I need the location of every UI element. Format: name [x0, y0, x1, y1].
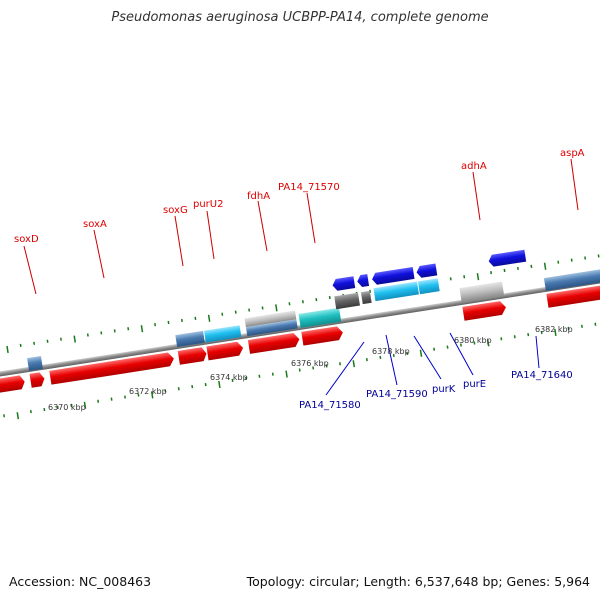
gene-arrow-reverse-1[interactable] [332, 276, 356, 291]
gene-label-soxD[interactable]: soxD [14, 234, 39, 245]
gene-label-purE[interactable]: purE [463, 379, 486, 390]
gene-arrow-purE[interactable] [416, 263, 438, 278]
major-tick [16, 412, 20, 420]
major-tick [83, 401, 87, 409]
gene-arrow-fdhA[interactable] [247, 332, 301, 354]
feature-aspA[interactable] [543, 267, 600, 291]
scale-label-6376: 6376 kbp [291, 359, 329, 368]
feature-fdhA-grey[interactable] [244, 310, 297, 328]
major-tick [140, 325, 144, 333]
gene-arrow-reverse-2[interactable] [356, 274, 370, 288]
major-tick [352, 360, 356, 368]
major-tick [6, 345, 9, 354]
gene-label-adhA[interactable]: adhA [461, 161, 487, 172]
gene-label-purU2[interactable]: purU2 [193, 199, 223, 210]
feature-PA14_71590[interactable] [360, 290, 372, 305]
feature-adhA[interactable] [459, 281, 505, 302]
reverse-features [332, 249, 527, 310]
reverse-tick-row [3, 322, 597, 420]
gene-label-PA14_71570[interactable]: PA14_71570 [278, 182, 340, 193]
gene-arrow-adhA[interactable] [462, 300, 507, 321]
gene-arrow-soxG[interactable] [177, 347, 208, 365]
scale-label-6370: 6370 kbp [48, 403, 86, 412]
gene-arrow-left-edge[interactable] [0, 375, 26, 397]
feature-purU2[interactable] [203, 325, 242, 343]
major-tick [419, 349, 423, 357]
gene-label-soxG[interactable]: soxG [163, 205, 188, 216]
gene-label-aspA[interactable]: aspA [560, 148, 585, 159]
feature-soxD[interactable] [27, 355, 43, 371]
feature-fdhA-steel[interactable] [245, 319, 298, 337]
gene-label-PA14_71640[interactable]: PA14_71640 [511, 370, 573, 381]
feature-soxG[interactable] [175, 330, 205, 347]
scale-label-6380: 6380 kbp [454, 336, 492, 345]
map-title: Pseudomonas aeruginosa UCBPP-PA14, compl… [111, 10, 489, 25]
major-tick [150, 391, 154, 399]
genome-summary-text: Topology: circular; Length: 6,537,648 bp… [246, 574, 590, 589]
scale-label-6382: 6382 kbp [535, 325, 573, 334]
gene-arrow-PA14_71640[interactable] [488, 249, 527, 268]
gene-arrow-soxD[interactable] [29, 372, 46, 388]
forward-features [0, 267, 600, 397]
major-tick [476, 273, 480, 281]
scale-label-6378: 6378 kbp [372, 347, 410, 356]
major-tick [73, 335, 77, 343]
gene-arrow-PA14_71570[interactable] [301, 326, 344, 346]
gene-arrow-soxA[interactable] [49, 352, 175, 385]
gene-label-purK[interactable]: purK [432, 384, 456, 395]
gene-arrow-purU2[interactable] [206, 341, 244, 361]
gene-label-PA14_71590[interactable]: PA14_71590 [366, 389, 428, 400]
forward-callouts [23, 158, 579, 295]
major-tick [218, 380, 221, 389]
reverse-callouts [325, 332, 540, 396]
major-tick [486, 339, 490, 347]
forward-tick-row [6, 254, 600, 354]
gene-label-PA14_71580[interactable]: PA14_71580 [299, 400, 361, 411]
feature-PA14_71570[interactable] [298, 307, 342, 328]
scale-label-6374: 6374 kbp [210, 373, 248, 382]
major-tick [554, 328, 557, 337]
scale-label-6372: 6372 kbp [129, 387, 167, 396]
gene-label-soxA[interactable]: soxA [83, 219, 107, 230]
feature-purE[interactable] [417, 278, 440, 295]
gene-label-fdhA[interactable]: fdhA [247, 191, 270, 202]
gene-arrow-purK[interactable] [371, 267, 415, 285]
major-tick [207, 314, 211, 322]
feature-purK[interactable] [373, 281, 419, 302]
major-tick [285, 370, 288, 378]
accession-text: Accession: NC_008463 [9, 574, 152, 589]
major-tick [543, 262, 547, 270]
major-tick [275, 304, 278, 312]
feature-PA14_71580[interactable] [334, 292, 360, 310]
